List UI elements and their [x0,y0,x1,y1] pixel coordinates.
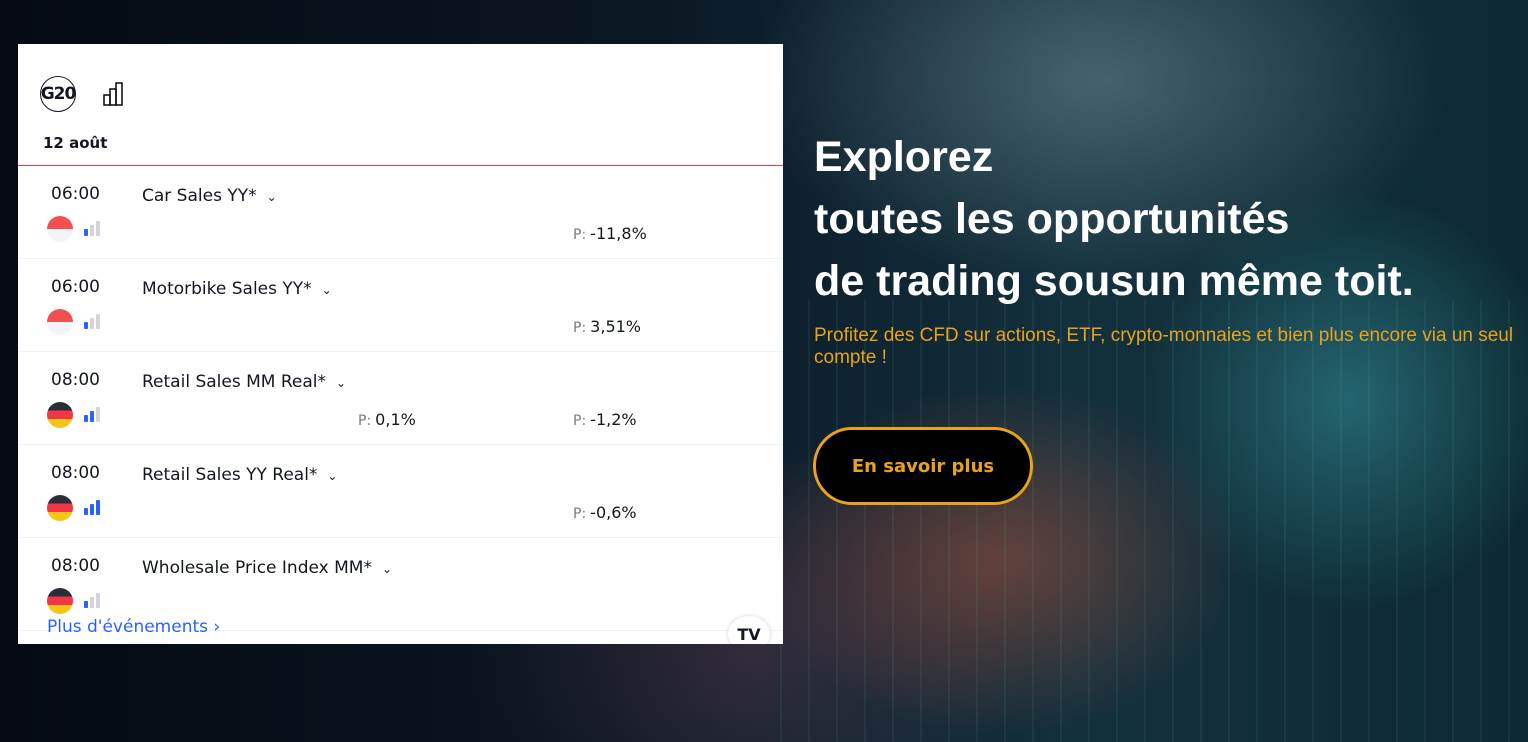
event-title-text: Retail Sales YY Real* [142,465,318,485]
value-text: -0,6% [590,503,637,522]
g20-filter-icon[interactable]: G20 [40,76,76,112]
event-title[interactable]: Retail Sales YY Real* ⌄ [142,465,337,485]
toolbar: G20 [40,76,128,112]
importance-bar [84,322,88,329]
event-forecast-value: P: 0,1% [358,410,416,429]
value-text: 3,51% [590,317,641,336]
importance-bar [96,593,100,608]
event-time: 08:00 [51,370,100,390]
event-title-text: Motorbike Sales YY* [142,279,312,299]
value-label: P: [573,320,587,336]
importance-bar [96,221,100,236]
event-title[interactable]: Motorbike Sales YY* ⌄ [142,279,332,299]
event-title-text: Wholesale Price Index MM* [142,558,372,578]
background-image [780,300,1528,742]
importance-filter-icon[interactable] [102,81,128,107]
value-text: 0,1% [375,410,416,429]
value-label: P: [573,413,587,429]
hero-line-3: de trading sousun même toit. [814,257,1414,305]
country-flag-icon [47,309,73,335]
chevron-down-icon: ⌄ [321,283,332,297]
importance-bar [84,601,88,608]
importance-bar [90,225,94,236]
importance-icon [84,500,100,515]
value-label: P: [573,506,587,522]
hero-line-2: toutes les opportunités [814,195,1290,243]
tradingview-logo[interactable]: TV [728,616,770,644]
hero-heading: Explorez toutes les opportunités de tradin… [814,126,1414,312]
country-flag-icon [47,495,73,521]
event-time: 08:00 [51,463,100,483]
event-title[interactable]: Car Sales YY* ⌄ [142,186,277,206]
importance-bar [96,314,100,329]
value-text: -1,2% [590,410,637,429]
importance-bar [90,504,94,515]
divider [18,165,783,166]
event-title-text: Retail Sales MM Real* [142,372,326,392]
chevron-down-icon: ⌄ [335,376,347,390]
importance-icon [84,221,100,236]
more-events-label: Plus d'événements [47,617,209,637]
chevron-down-icon: ⌄ [381,562,393,576]
event-previous-value: P: -11,8% [573,224,647,243]
hero-subtitle: Profitez des CFD sur actions, ETF, crypt… [814,325,1514,368]
hero-line-1: Explorez [814,133,994,181]
event-row[interactable]: 08:00 Retail Sales MM Real* ⌄ P: 0,1% P: -1,… [18,352,783,445]
learn-more-button[interactable]: En savoir plus [813,427,1033,505]
value-text: -11,8% [590,224,647,243]
importance-icon [84,314,100,329]
importance-bar [96,500,100,515]
chevron-right-icon: › [213,617,221,637]
country-flag-icon [47,588,73,614]
importance-bar [90,318,94,329]
importance-bar [84,508,88,515]
event-title[interactable]: Retail Sales MM Real* ⌄ [142,372,346,392]
event-row[interactable]: 08:00 Retail Sales YY Real* ⌄ P: -0,6% [18,445,783,538]
more-events-link[interactable]: Plus d'événements › [47,617,220,637]
importance-bar [84,229,88,236]
importance-bar [84,415,88,422]
importance-icon [84,593,100,608]
event-previous-value: P: -0,6% [573,503,637,522]
value-label: P: [358,413,372,429]
event-time: 06:00 [51,277,100,297]
event-time: 08:00 [51,556,100,576]
chevron-down-icon: ⌄ [266,190,277,204]
event-previous-value: P: -1,2% [573,410,637,429]
chevron-down-icon: ⌄ [327,469,338,483]
event-row[interactable]: 08:00 Wholesale Price Index MM* ⌄ [18,538,783,631]
event-row[interactable]: 06:00 Car Sales YY* ⌄ P: -11,8% [18,166,783,259]
event-row[interactable]: 06:00 Motorbike Sales YY* ⌄ P: 3,51% [18,259,783,352]
country-flag-icon [47,402,73,428]
economic-calendar-widget: G20 12 août 06:00 Car Sales YY* ⌄ P: -11,8… [18,44,783,644]
event-title-text: Car Sales YY* [142,186,257,206]
date-header: 12 août [43,134,108,152]
event-previous-value: P: 3,51% [573,317,641,336]
importance-bar [90,411,94,422]
event-time: 06:00 [51,184,100,204]
value-label: P: [573,227,587,243]
country-flag-icon [47,216,73,242]
importance-icon [84,407,100,422]
importance-bar [96,407,100,422]
event-title[interactable]: Wholesale Price Index MM* ⌄ [142,558,392,578]
importance-bar [90,597,94,608]
